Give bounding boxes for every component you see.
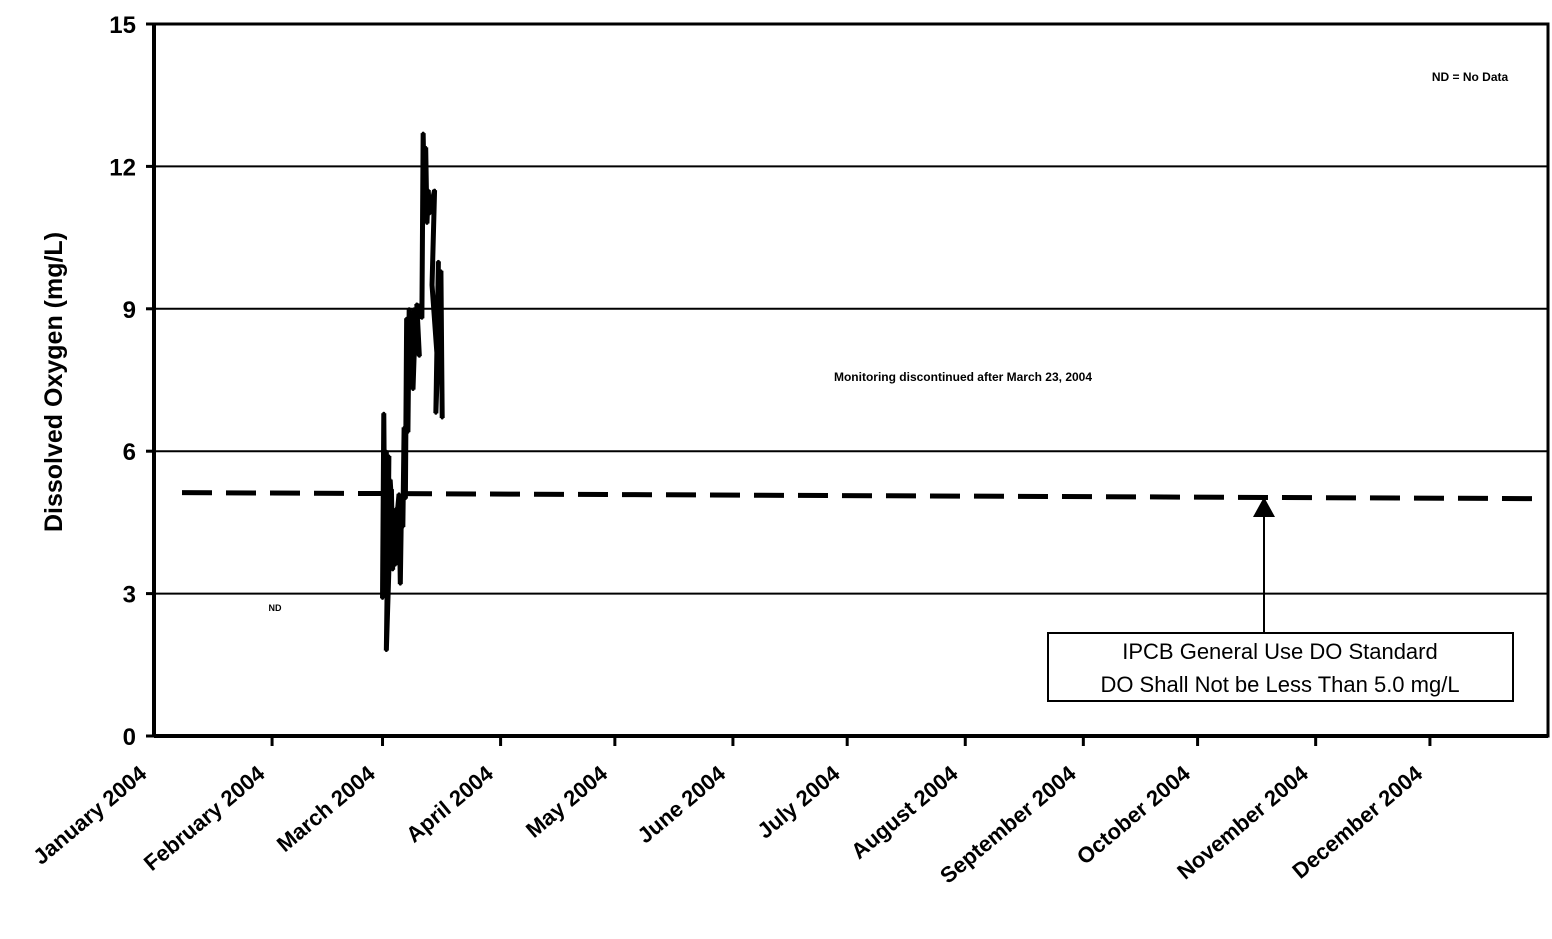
y-tick-labels: 0 3 6 9 12 15 bbox=[109, 12, 154, 751]
data-point bbox=[414, 312, 418, 316]
data-point bbox=[406, 430, 410, 434]
data-point bbox=[403, 497, 407, 501]
data-point bbox=[430, 283, 434, 287]
standard-dashed-line bbox=[181, 490, 1543, 502]
data-point bbox=[420, 316, 424, 320]
data-point bbox=[408, 369, 412, 373]
data-point bbox=[440, 416, 444, 420]
data-point bbox=[417, 354, 421, 358]
x-tick-label: October 2004 bbox=[1072, 760, 1195, 869]
data-point bbox=[392, 549, 396, 553]
callout-line-2: DO Shall Not be Less Than 5.0 mg/L bbox=[1100, 672, 1459, 697]
do-standard-reference bbox=[181, 490, 1543, 502]
data-point bbox=[433, 188, 437, 192]
data-point bbox=[394, 506, 398, 510]
data-point bbox=[393, 563, 397, 567]
legend-note: ND = No Data bbox=[1432, 70, 1509, 84]
series-layer bbox=[380, 131, 445, 653]
data-point bbox=[398, 582, 402, 586]
data-point bbox=[435, 354, 439, 358]
data-point bbox=[386, 601, 390, 605]
data-point bbox=[415, 302, 419, 306]
data-point bbox=[402, 425, 406, 429]
callout: IPCB General Use DO Standard DO Shall No… bbox=[1047, 497, 1514, 702]
x-tick-label: January 2004 bbox=[28, 760, 151, 869]
data-point bbox=[391, 568, 395, 572]
x-tick-label: June 2004 bbox=[633, 760, 731, 848]
callout-line-1: IPCB General Use DO Standard bbox=[1122, 639, 1437, 664]
data-point bbox=[397, 492, 401, 496]
x-tick-label: May 2004 bbox=[521, 760, 613, 843]
monitoring-note: Monitoring discontinued after March 23, … bbox=[834, 370, 1092, 384]
data-point bbox=[384, 649, 388, 653]
data-point bbox=[407, 307, 411, 311]
no-data-marker: ND bbox=[269, 603, 282, 613]
data-point bbox=[427, 212, 431, 216]
series-line-0 bbox=[380, 133, 445, 651]
data-point bbox=[381, 596, 385, 600]
data-point bbox=[439, 269, 443, 273]
y-tick-label: 15 bbox=[109, 12, 136, 39]
callout-box bbox=[1047, 632, 1514, 702]
data-point bbox=[412, 307, 416, 311]
data-point bbox=[405, 316, 409, 320]
data-point bbox=[436, 259, 440, 263]
axes bbox=[152, 22, 1550, 746]
data-point bbox=[387, 454, 391, 458]
data-point bbox=[426, 188, 430, 192]
data-point bbox=[422, 202, 426, 206]
data-point bbox=[400, 497, 404, 501]
x-tick-label: July 2004 bbox=[752, 760, 845, 843]
data-point bbox=[383, 582, 387, 586]
data-point bbox=[411, 387, 415, 391]
x-tick-label: August 2004 bbox=[846, 760, 963, 864]
data-point bbox=[401, 525, 405, 529]
y-tick-label: 3 bbox=[123, 582, 136, 609]
callout-arrow-head bbox=[1253, 497, 1275, 517]
data-point bbox=[389, 487, 393, 491]
data-point bbox=[421, 131, 425, 135]
y-tick-label: 0 bbox=[123, 724, 136, 751]
data-point bbox=[424, 145, 428, 149]
x-tick-label: March 2004 bbox=[272, 760, 380, 857]
y-tick-label: 12 bbox=[109, 154, 136, 181]
data-point bbox=[382, 411, 386, 415]
data-point bbox=[434, 411, 438, 415]
y-axis-title: Dissolved Oxygen (mg/L) bbox=[40, 232, 68, 532]
data-point bbox=[384, 449, 388, 453]
data-point bbox=[425, 221, 429, 225]
x-tick-label: February 2004 bbox=[139, 760, 270, 876]
y-tick-label: 9 bbox=[123, 297, 136, 324]
y-tick-label: 6 bbox=[123, 439, 136, 466]
x-tick-label: April 2004 bbox=[401, 760, 498, 847]
data-point bbox=[388, 478, 392, 482]
